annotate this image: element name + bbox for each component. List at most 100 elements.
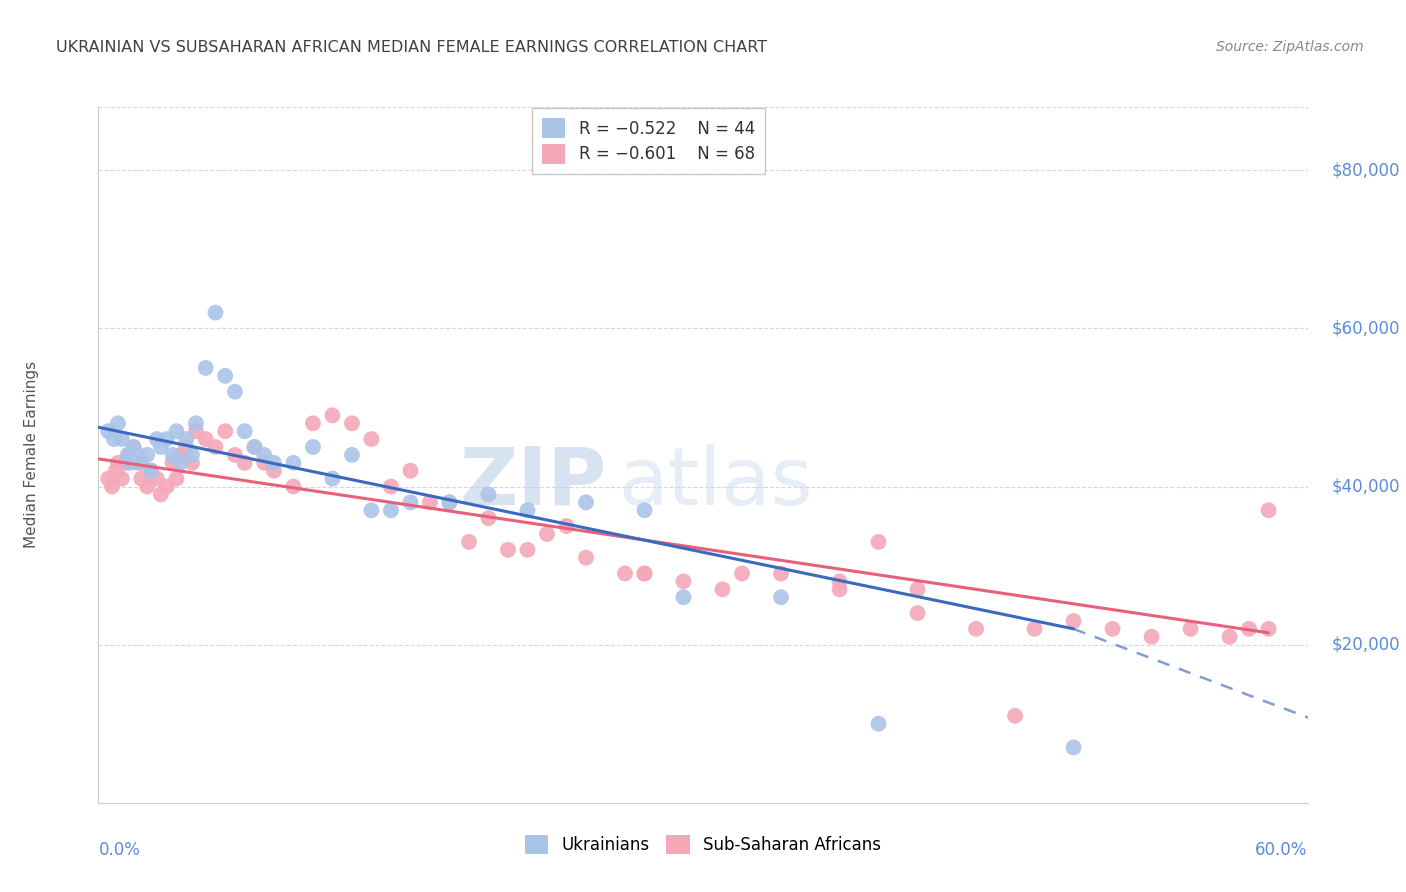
Point [194,432,217,446]
Point [253,448,276,462]
Point [731,566,754,581]
Point [263,464,285,478]
Point [536,527,558,541]
Point [575,550,598,565]
Point [122,440,145,454]
Point [868,535,890,549]
Text: $40,000: $40,000 [1331,477,1400,496]
Point [146,432,169,446]
Point [122,440,145,454]
Point [118,456,141,470]
Point [1101,622,1123,636]
Point [174,432,197,446]
Point [139,464,162,478]
Point [614,566,637,581]
Point [868,716,890,731]
Point [139,464,162,478]
Point [477,511,499,525]
Point [181,456,204,470]
Point [496,542,519,557]
Point [516,542,538,557]
Point [1257,503,1279,517]
Point [380,503,402,517]
Point [101,479,124,493]
Point [633,566,655,581]
Text: Median Female Earnings: Median Female Earnings [24,361,39,549]
Point [117,448,139,462]
Text: 0.0%: 0.0% [98,841,141,859]
Point [233,456,256,470]
Point [165,424,187,438]
Text: $20,000: $20,000 [1331,636,1400,654]
Point [214,368,236,383]
Point [1257,622,1279,636]
Point [907,606,929,620]
Point [243,440,266,454]
Point [828,574,851,589]
Point [516,503,538,517]
Point [97,472,120,486]
Point [360,503,382,517]
Point [575,495,598,509]
Point [1024,622,1046,636]
Text: ZIP: ZIP [458,443,606,522]
Point [1004,708,1026,723]
Point [146,472,169,486]
Point [165,472,187,486]
Point [253,456,276,470]
Point [127,456,149,470]
Point [321,472,343,486]
Point [224,448,246,462]
Point [131,472,153,486]
Point [127,448,149,462]
Point [1063,614,1085,628]
Point [439,495,461,509]
Point [136,479,159,493]
Point [169,448,191,462]
Point [131,456,153,470]
Point [156,479,179,493]
Point [194,361,217,376]
Point [399,495,422,509]
Point [111,432,134,446]
Point [907,582,929,597]
Point [114,456,136,470]
Point [243,440,266,454]
Point [711,582,734,597]
Point [111,472,134,486]
Point [828,582,851,597]
Point [1180,622,1202,636]
Point [769,591,792,605]
Point [380,479,402,493]
Text: Source: ZipAtlas.com: Source: ZipAtlas.com [1216,40,1364,54]
Point [136,448,159,462]
Point [283,456,305,470]
Point [184,424,207,438]
Point [672,591,695,605]
Text: atlas: atlas [619,443,813,522]
Point [107,456,129,470]
Point [340,417,363,431]
Point [204,440,226,454]
Point [214,424,236,438]
Point [1219,630,1241,644]
Point [360,432,382,446]
Point [156,432,179,446]
Point [1063,740,1085,755]
Point [118,448,141,462]
Point [302,440,325,454]
Point [104,464,127,478]
Point [555,519,578,533]
Point [162,456,184,470]
Point [419,495,441,509]
Point [633,503,655,517]
Point [340,448,363,462]
Point [965,622,987,636]
Point [769,566,792,581]
Point [204,305,226,319]
Point [1140,630,1163,644]
Point [477,487,499,501]
Point [302,417,325,431]
Point [283,479,305,493]
Text: $80,000: $80,000 [1331,161,1400,179]
